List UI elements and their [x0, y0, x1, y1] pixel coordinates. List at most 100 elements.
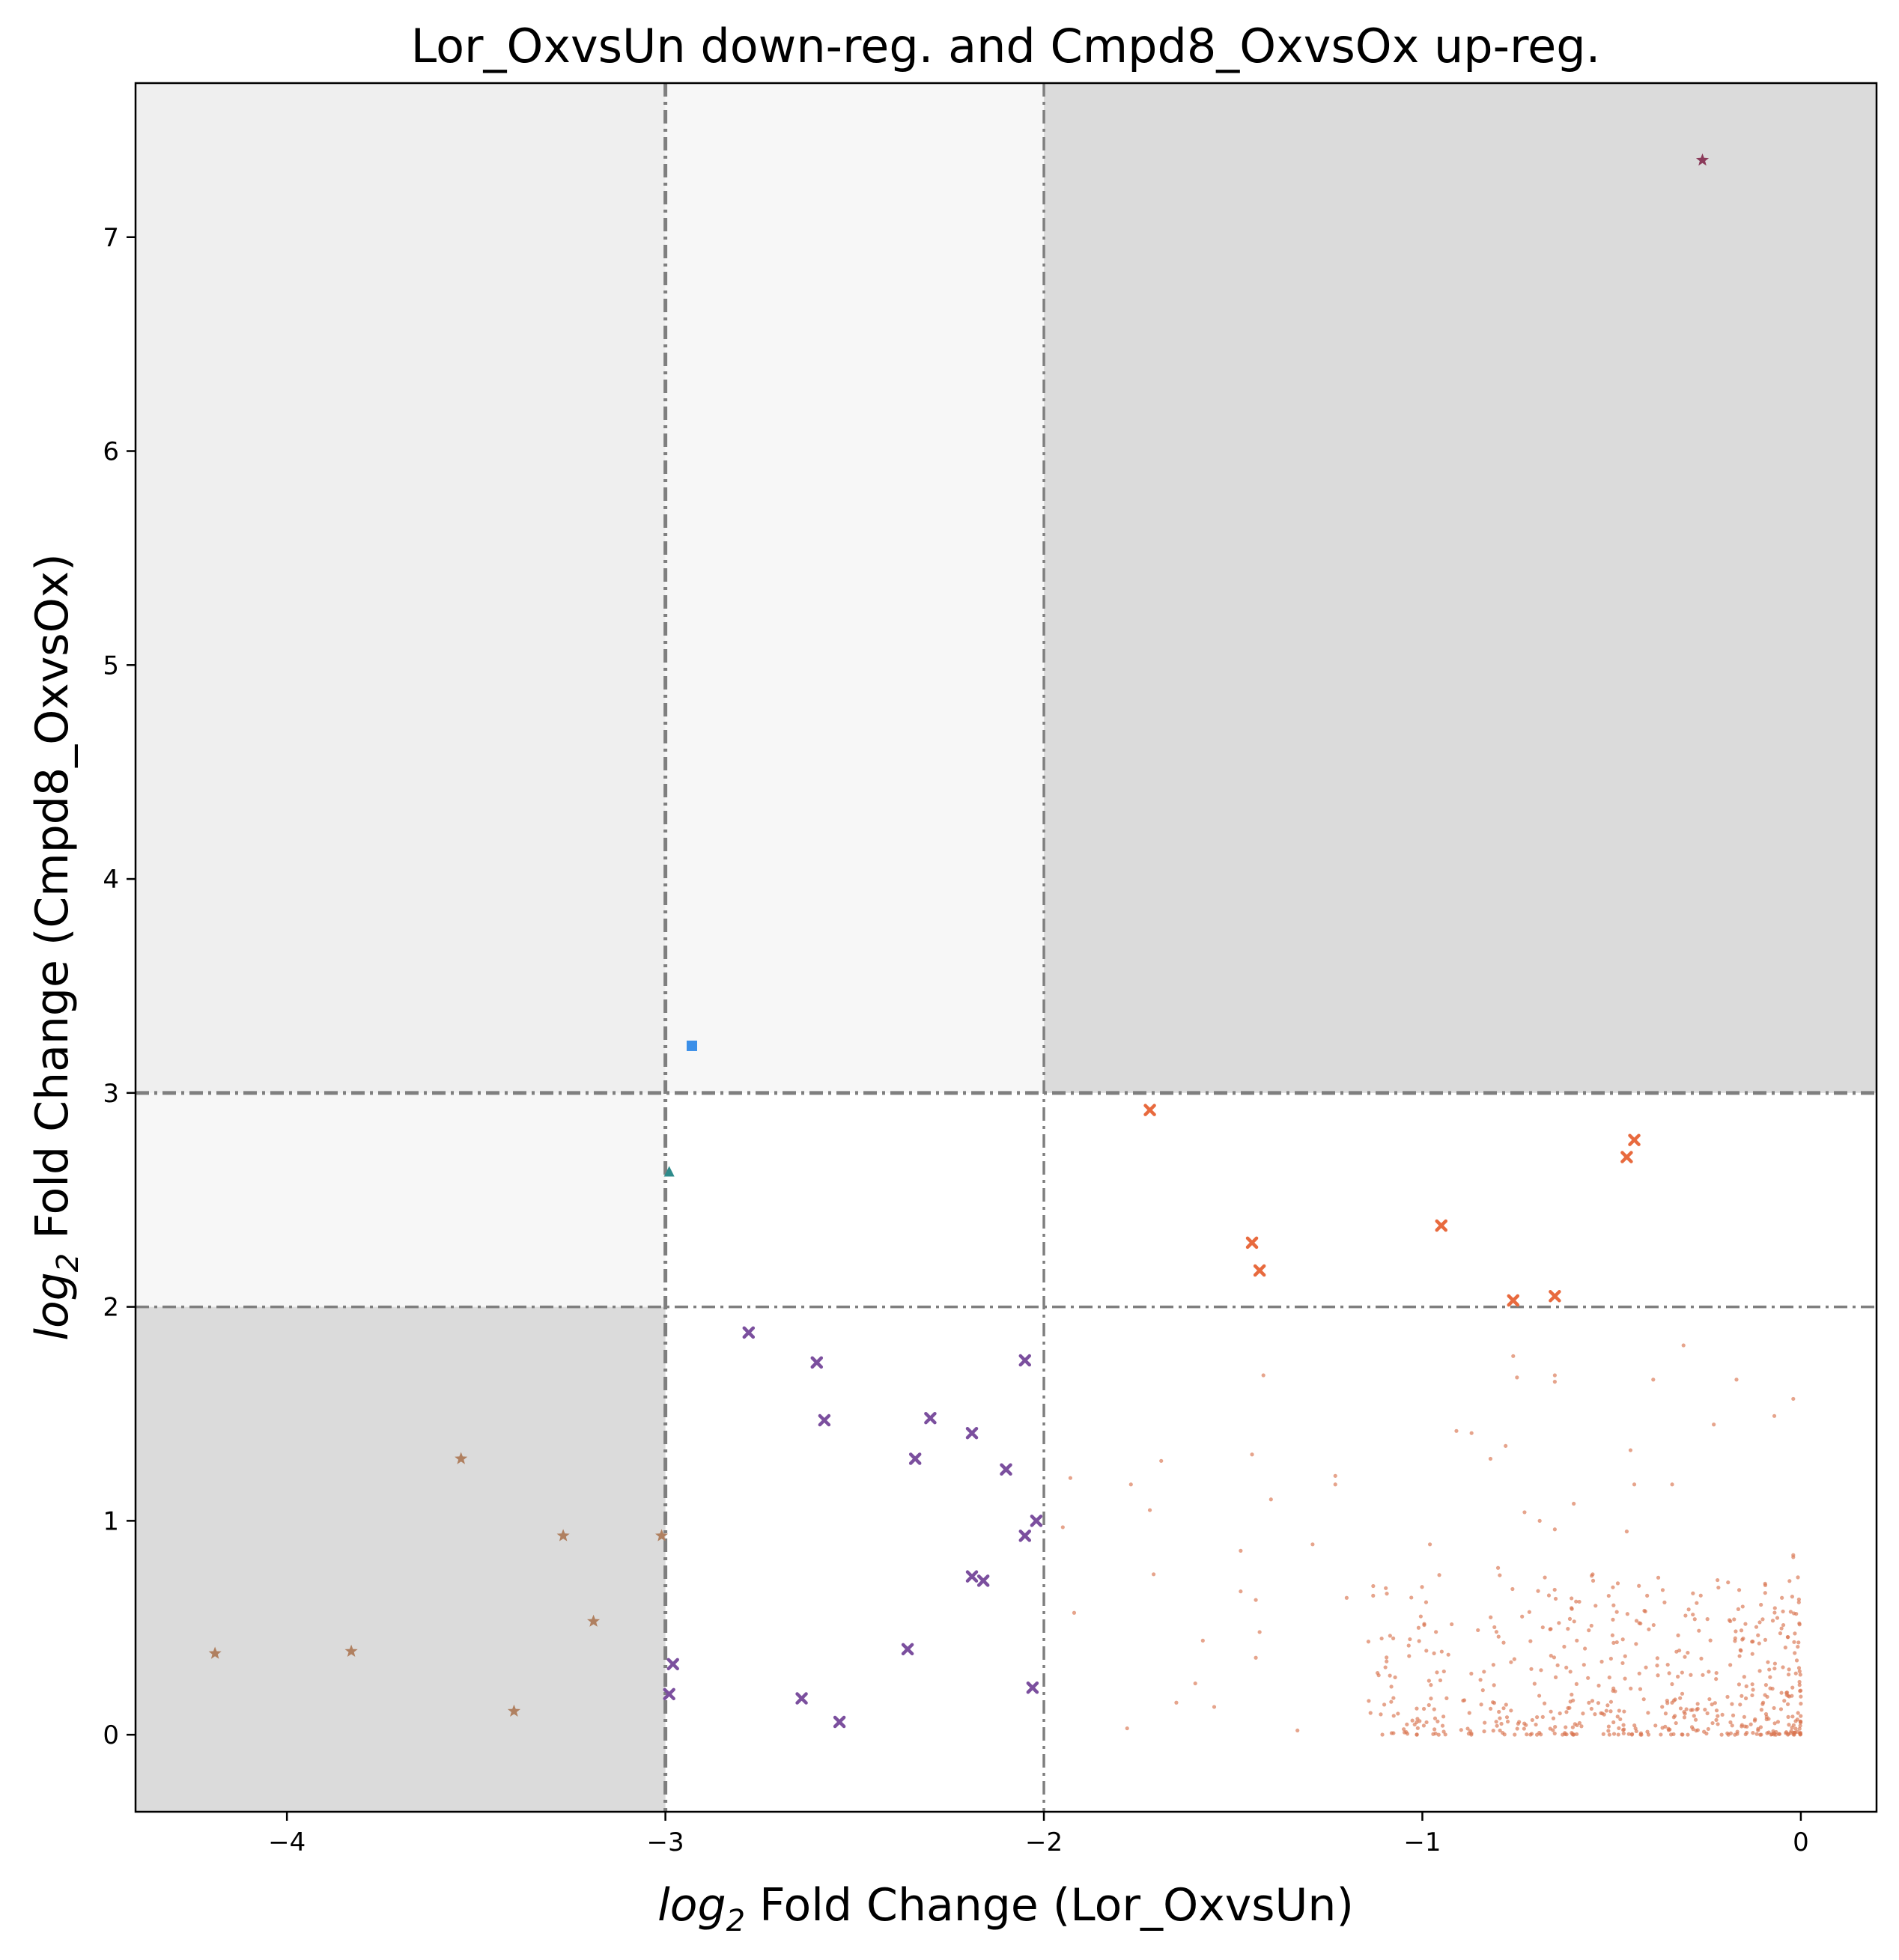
- data-point: [1785, 1702, 1790, 1706]
- data-point: [1740, 1604, 1745, 1609]
- data-point: [1564, 1710, 1569, 1714]
- shaded-regions: [136, 83, 1877, 1812]
- data-point: [1683, 1711, 1687, 1716]
- data-point: [1799, 1688, 1803, 1693]
- data-point: [1714, 1717, 1719, 1722]
- data-point: [1751, 1687, 1755, 1692]
- data-point: [1606, 1593, 1611, 1598]
- data-point: [1415, 1726, 1420, 1730]
- data-point: [1622, 1709, 1626, 1714]
- shaded-region-4: [136, 1092, 666, 1307]
- data-point: [1770, 1687, 1775, 1691]
- x-tick-label: −2: [1025, 1827, 1063, 1857]
- data-point: [1570, 1606, 1574, 1610]
- data-point: [1634, 1729, 1638, 1734]
- data-point: [1454, 1428, 1459, 1433]
- data-point: [1739, 1628, 1744, 1633]
- data-point: [1698, 1593, 1703, 1598]
- data-point: [1611, 1732, 1617, 1736]
- data-point: [1787, 1667, 1791, 1672]
- data-point: [1417, 1639, 1421, 1643]
- data-point: [1760, 1617, 1765, 1622]
- data-point: [1432, 1651, 1436, 1655]
- data-point: [1750, 1693, 1754, 1698]
- data-point: [1720, 1712, 1725, 1717]
- data-point: [1693, 1717, 1698, 1722]
- data-point: [1651, 1622, 1656, 1628]
- data-point: [1686, 1607, 1691, 1612]
- data-point: [1797, 1683, 1802, 1687]
- data-point: [1611, 1603, 1616, 1607]
- data-point: [1491, 1663, 1495, 1667]
- data-point: [1529, 1667, 1534, 1671]
- data-point: [1555, 1663, 1560, 1667]
- data-point: [1751, 1730, 1755, 1735]
- data-point: [1491, 1729, 1495, 1733]
- y-tick-label: 0: [103, 1720, 119, 1750]
- data-point: [1778, 1707, 1784, 1711]
- data-point: [1743, 1696, 1748, 1701]
- data-point: [1798, 1673, 1802, 1677]
- data-point: [1498, 1716, 1502, 1720]
- data-point: [344, 1644, 358, 1657]
- data-point: [1491, 1700, 1495, 1705]
- data-point: [1501, 1640, 1506, 1645]
- data-point: [1628, 1133, 1641, 1146]
- data-point: [1532, 1681, 1537, 1686]
- data-point: [1368, 1711, 1373, 1715]
- data-point: [1638, 1731, 1644, 1735]
- data-point: [1656, 1673, 1660, 1678]
- data-point: [1469, 1431, 1474, 1435]
- data-point: [1539, 1668, 1543, 1673]
- data-point: [1620, 1637, 1625, 1642]
- data-point: [1790, 1714, 1795, 1719]
- data-point: [1509, 1660, 1513, 1664]
- data-point: [1239, 1589, 1243, 1594]
- data-point: [1479, 1702, 1483, 1707]
- data-point: [1692, 1714, 1696, 1718]
- data-point: [1409, 1595, 1414, 1600]
- data-point: [1726, 1580, 1731, 1585]
- data-point: [1513, 1732, 1517, 1737]
- data-point: [1488, 1456, 1493, 1461]
- data-point: [1728, 1720, 1733, 1725]
- data-point: [1798, 1719, 1803, 1724]
- data-point: [1651, 1378, 1656, 1382]
- data-point: [1756, 1726, 1760, 1731]
- y-axis-label: log2 Fold Change (Cmpd8_OxvsOx): [26, 553, 85, 1340]
- data-point: [1786, 1635, 1790, 1640]
- data-point: [1742, 1675, 1746, 1679]
- data-point: [810, 1356, 824, 1369]
- data-point: [1393, 1675, 1397, 1680]
- data-point: [1695, 1728, 1700, 1732]
- data-point: [1553, 1724, 1558, 1729]
- data-point: [1793, 1631, 1797, 1636]
- data-point: [1600, 1711, 1605, 1716]
- data-point: [1781, 1622, 1786, 1628]
- data-point: [1579, 1724, 1584, 1729]
- data-point: [1641, 1697, 1646, 1702]
- data-point: [1589, 1623, 1593, 1628]
- data-point: [1534, 1722, 1538, 1727]
- data-point: [1763, 1637, 1768, 1642]
- data-point: [1575, 1638, 1579, 1643]
- data-point: [1483, 1720, 1487, 1725]
- data-point: [1534, 1715, 1540, 1720]
- data-point: [1695, 1702, 1700, 1706]
- data-point: [208, 1646, 222, 1659]
- data-point: [1528, 1732, 1533, 1737]
- x-axis-label-log: log: [657, 1879, 726, 1932]
- data-point: [1797, 1726, 1802, 1731]
- data-point: [1582, 1663, 1586, 1667]
- data-point: [1754, 1625, 1759, 1629]
- data-point: [507, 1704, 520, 1717]
- data-point: [1540, 1714, 1545, 1719]
- data-point: [1552, 1380, 1557, 1384]
- data-point: [1737, 1654, 1742, 1658]
- data-point: [1637, 1621, 1641, 1625]
- data-point: [1748, 1722, 1753, 1726]
- data-point: [1716, 1714, 1720, 1718]
- data-point: [1344, 1595, 1349, 1600]
- data-point: [1440, 1723, 1445, 1728]
